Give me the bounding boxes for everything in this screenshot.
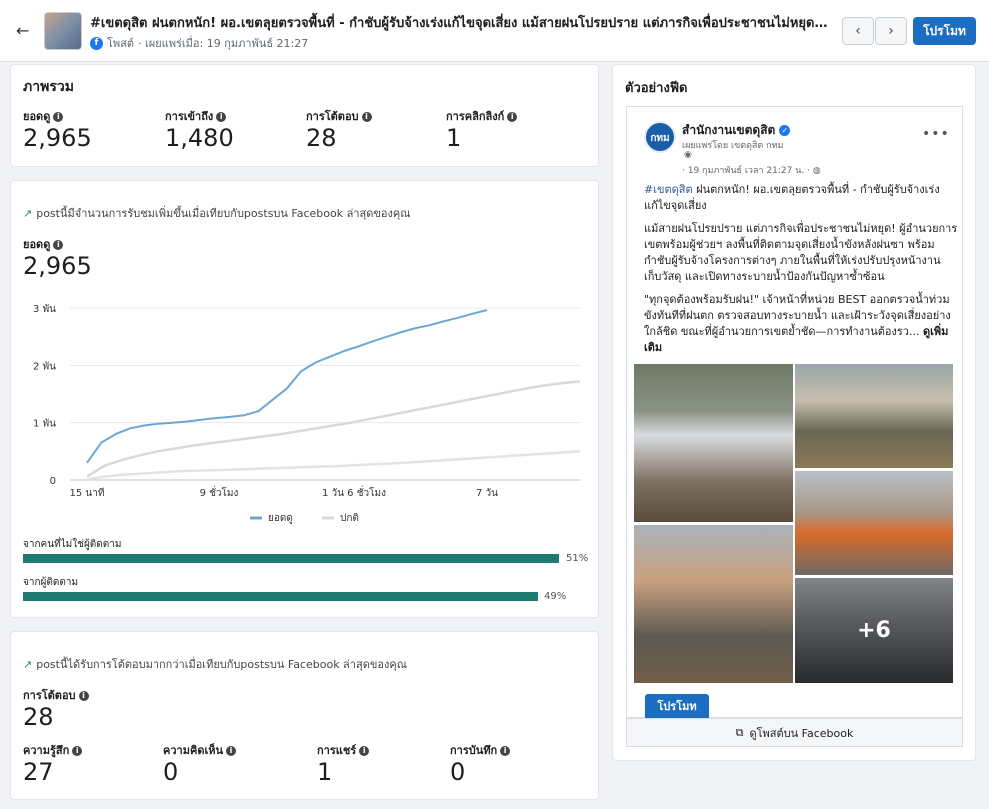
y-tick-label: 1 พัน (33, 419, 56, 430)
info-icon[interactable]: i (507, 112, 518, 122)
post-date-line: · 19 กุมภาพันธ์ เวลา 21:27 น. · ◍ (682, 166, 821, 176)
chevron-right-icon: › (888, 23, 894, 39)
published-date: · เผยแพร่เมื่อ: 19 กุมภาพันธ์ 21:27 (138, 37, 309, 50)
photo-2[interactable] (795, 364, 953, 468)
chevron-left-icon: ‹ (855, 23, 861, 39)
series-line-1 (86, 380, 581, 478)
reactions-value: 27 (23, 758, 54, 786)
engagement-card-value: 28 (23, 703, 54, 731)
info-icon[interactable]: i (78, 691, 89, 701)
info-icon[interactable]: i (226, 746, 236, 756)
non-followers-pct: 51% (566, 553, 589, 564)
views-card (10, 180, 599, 618)
x-tick-label: 9 ชั่วโมง (200, 485, 239, 499)
promote-button[interactable]: โปรโมท (913, 17, 976, 45)
link-clicks-value: 1 (446, 124, 462, 152)
post-title: #เขตดุสิต ฝนตกหนัก! ผอ.เขตลุยตรวจพื้นที่… (90, 16, 828, 31)
series-line-2 (86, 450, 581, 481)
x-tick-label: 15 นาที (70, 487, 105, 499)
info-icon[interactable]: i (53, 112, 64, 122)
trend-up-icon: ↗ (23, 207, 33, 220)
post-text-para2: แม้สายฝนโปรยปราย แต่ภารกิจเพื่อประชาชนไม… (644, 222, 958, 283)
comments-label: ความคิดเห็น i (163, 741, 236, 759)
post-type: โพสต์ (107, 37, 135, 50)
overview-card (10, 64, 599, 167)
views-line-chart: 0 1 พัน 2 พัน 3 พัน 15 นาที 9 ชั่วโมง 1 วัน 6 … (33, 304, 581, 524)
legend-label: ยอดดู (268, 513, 293, 524)
y-tick-label: 0 (50, 476, 56, 487)
y-tick-label: 2 พัน (33, 361, 56, 372)
views-card-value: 2,965 (23, 252, 92, 280)
views-value: 2,965 (23, 124, 92, 152)
shares-label: การแชร์ i (317, 741, 370, 759)
info-icon[interactable]: i (72, 746, 83, 756)
views-label: ยอดดู i (23, 107, 64, 125)
arrow-left-icon[interactable]: ← (16, 21, 30, 40)
trend-up-icon: ↗ (23, 658, 33, 671)
feed-promote-button[interactable]: โปรโมท (645, 694, 709, 720)
shares-value: 1 (317, 758, 333, 786)
followers-pct: 49% (544, 591, 567, 602)
next-post-button[interactable]: › (875, 17, 907, 45)
globe-icon: ◍ (812, 166, 821, 176)
followers-bar (23, 592, 538, 601)
comments-value: 0 (163, 758, 179, 786)
photo-5[interactable] (795, 578, 953, 683)
post-meta: f โพสต์ · เผยแพร่เมื่อ: 19 กุมภาพันธ์ 21… (90, 34, 308, 52)
user-icon: ◉ (684, 150, 692, 160)
legend-label: ปกติ (340, 513, 359, 524)
views-trend: ↗ postนี้มีจำนวนการรับชมเพิ่มขึ้นเมื่อเที… (23, 207, 411, 220)
view-on-facebook-button[interactable]: ⧉ ดูโพสต์บน Facebook (626, 718, 963, 747)
x-tick-label: 7 วัน (476, 488, 498, 499)
link-clicks-label: การคลิกลิงก์ i (446, 107, 518, 125)
more-options-icon[interactable]: ••• (922, 126, 950, 142)
post-text-para3: "ทุกจุดต้องพร้อมรับฝน!" เจ้าหน้าที่หน่วย… (644, 293, 951, 354)
post-text-para1: #เขตดุสิต ฝนตกหนัก! ผอ.เขตลุยตรวจพื้นที่… (644, 183, 940, 212)
prev-post-button[interactable]: ‹ (842, 17, 874, 45)
engagement-trend: ↗ postนี้ได้รับการโต้ตอบมากกว่าเมื่อเทียบ… (23, 658, 407, 671)
info-icon[interactable]: i (53, 240, 64, 250)
verified-icon: ✓ (779, 125, 791, 136)
views-card-label: ยอดดู i (23, 235, 64, 253)
reactions-label: ความรู้สึก i (23, 741, 83, 759)
saves-value: 0 (450, 758, 466, 786)
saves-label: การบันทึก i (450, 741, 511, 759)
info-icon[interactable]: i (500, 746, 511, 756)
post-thumbnail (44, 12, 82, 50)
engagement-value: 28 (306, 124, 337, 152)
engagement-card (10, 631, 599, 800)
more-photos-overlay[interactable]: +6 (795, 578, 953, 683)
external-link-icon: ⧉ (735, 725, 744, 739)
overview-title: ภาพรวม (23, 79, 74, 95)
y-tick-label: 3 พัน (33, 304, 56, 315)
see-more-link[interactable]: ดูเพิ่มเติม (644, 325, 949, 354)
photo-4[interactable] (634, 525, 793, 683)
top-bar: ← #เขตดุสิต ฝนตกหนัก! ผอ.เขตลุยตรวจพื้นท… (0, 0, 989, 62)
photo-1[interactable] (634, 364, 793, 522)
non-followers-label: จากคนที่ไม่ใช่ผู้ติดตาม (23, 539, 122, 550)
info-icon[interactable]: i (216, 112, 227, 122)
info-icon[interactable]: i (359, 746, 370, 756)
x-tick-label: 1 วัน 6 ชั่วโมง (322, 485, 386, 499)
hashtag-link[interactable]: #เขตดุสิต (644, 183, 693, 196)
feed-preview-title: ตัวอย่างฟีด (625, 81, 688, 96)
reach-value: 1,480 (165, 124, 234, 152)
page-logo[interactable]: กทม (644, 121, 676, 153)
facebook-icon: f (90, 36, 103, 50)
series-line-0 (86, 309, 488, 464)
published-by: เผยแพร่โดย เขตดุสิต กทม (682, 141, 784, 151)
page-name[interactable]: สำนักงานเขตดุสิต ✓ (682, 121, 791, 140)
photo-3[interactable] (795, 471, 953, 575)
info-icon[interactable]: i (361, 112, 372, 122)
engagement-card-label: การโต้ตอบ i (23, 686, 89, 704)
non-followers-bar (23, 554, 559, 563)
engagement-label: การโต้ตอบ i (306, 107, 372, 125)
reach-label: การเข้าถึง i (165, 107, 227, 125)
followers-label: จากผู้ติดตาม (23, 577, 79, 588)
